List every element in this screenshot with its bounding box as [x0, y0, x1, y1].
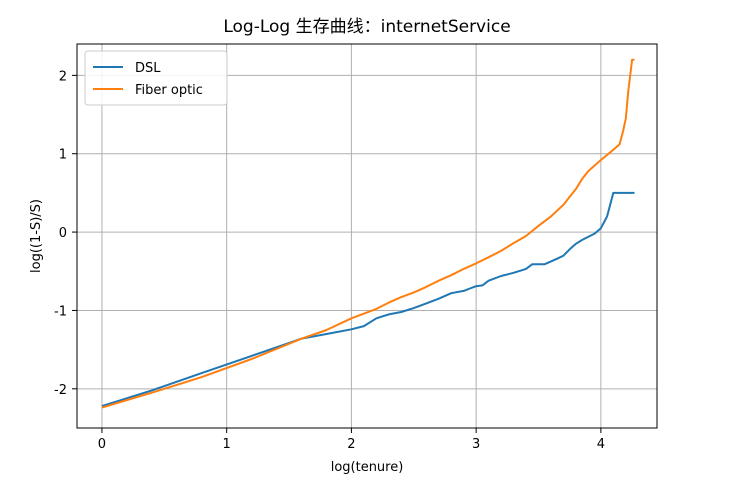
- y-tick-label: 0: [59, 226, 67, 241]
- plot-area-frame: [76, 43, 658, 429]
- legend-label: DSL: [135, 61, 161, 76]
- axis-ticks: 0 1 2 3 4 -2 -1 0 1 2: [54, 69, 605, 452]
- y-tick-label: -1: [54, 304, 67, 319]
- x-tick-label: 1: [223, 437, 231, 452]
- chart-title: Log-Log 生存曲线：internetService: [223, 17, 510, 37]
- legend-label: Fiber optic: [135, 83, 203, 98]
- x-tick-label: 3: [472, 437, 480, 452]
- y-tick-label: -2: [54, 383, 67, 398]
- y-axis-label: log((1-S)/S): [29, 199, 44, 273]
- series-line-0: [101, 191, 635, 408]
- y-tick-label: 2: [59, 69, 67, 84]
- y-tick-label: 1: [59, 148, 67, 163]
- x-axis-label: log(tenure): [331, 460, 404, 475]
- legend-box: [84, 50, 228, 106]
- x-tick-label: 4: [597, 437, 605, 452]
- legend: DSL Fiber optic: [84, 50, 228, 106]
- x-tick-label: 0: [98, 437, 106, 452]
- series-line-1: [101, 58, 635, 409]
- x-tick-label: 2: [347, 437, 355, 452]
- series-lines: [101, 58, 635, 409]
- grid-lines: [77, 44, 657, 428]
